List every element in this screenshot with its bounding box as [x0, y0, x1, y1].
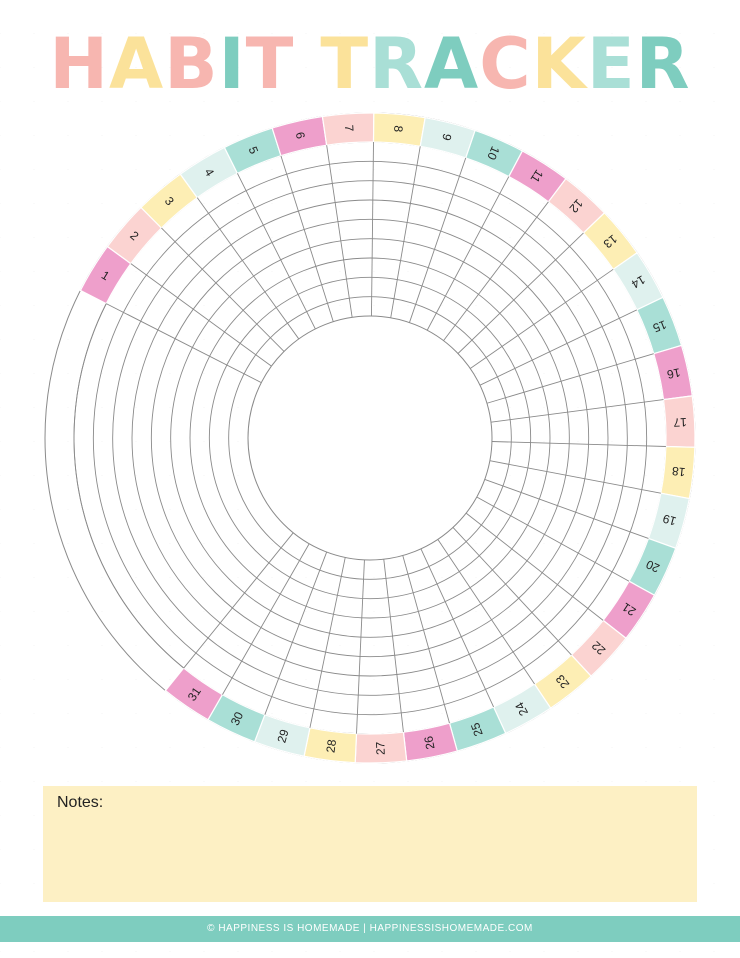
day-divider [222, 543, 310, 695]
title-letter: T [245, 23, 295, 105]
day-divider [437, 539, 535, 685]
inner-circle [247, 315, 493, 561]
day-divider [383, 559, 404, 733]
day-divider [370, 142, 374, 317]
habit-ring [208, 276, 532, 600]
day-divider [469, 268, 614, 369]
day-divider [409, 157, 467, 323]
day-divider [280, 155, 334, 322]
day-label: 30 [228, 709, 247, 727]
day-label: 29 [274, 727, 291, 744]
day-divider [491, 441, 666, 447]
day-divider [420, 548, 494, 708]
day-divider [264, 551, 328, 715]
day-divider [106, 303, 262, 384]
habit-ring [170, 238, 570, 638]
title-letter: H [49, 23, 110, 105]
habit-ring [150, 218, 590, 658]
day-divider [326, 145, 353, 318]
day-label: 5 [246, 145, 262, 157]
day-label: 27 [373, 741, 387, 755]
day-cell[interactable] [164, 667, 224, 721]
day-label: 16 [665, 365, 681, 382]
day-label: 19 [661, 511, 678, 528]
habit-ring [92, 160, 648, 716]
day-divider [486, 353, 654, 404]
day-divider [183, 532, 294, 669]
day-divider [489, 460, 661, 494]
title-letter: K [531, 23, 587, 105]
day-divider [484, 478, 649, 539]
day-label: 9 [439, 132, 454, 142]
footer-bar: © HAPPINESS IS HOMEMADE | HAPPINESSISHOM… [0, 916, 740, 942]
day-divider [402, 555, 450, 724]
day-label: 6 [293, 131, 308, 141]
day-divider [465, 512, 604, 621]
day-divider [161, 227, 285, 352]
page-title: HABIT TRACKER [0, 24, 740, 104]
title-letter: E [586, 23, 636, 105]
day-label: 10 [484, 144, 502, 162]
day-label: 14 [629, 272, 648, 291]
habit-ring [131, 199, 609, 677]
day-divider [452, 527, 572, 656]
day-label: 24 [512, 699, 531, 718]
title-letter: T [320, 23, 370, 105]
footer-credit: © HAPPINESS IS HOMEMADE | HAPPINESSISHOM… [207, 923, 533, 934]
title-letter: R [635, 23, 691, 105]
habit-ring [112, 180, 628, 696]
title-letter: A [109, 23, 165, 105]
day-divider [237, 173, 316, 330]
day-label: 25 [468, 721, 486, 739]
notes-box[interactable]: Notes: [43, 786, 697, 902]
title-letter: C [479, 23, 532, 105]
title-letter: R [369, 23, 425, 105]
day-divider [443, 201, 549, 341]
day-divider [196, 197, 300, 340]
notes-label: Notes: [57, 794, 104, 811]
day-label: 28 [324, 738, 340, 753]
habit-ring [228, 296, 512, 580]
day-divider [490, 399, 664, 423]
day-label: 15 [651, 317, 669, 335]
day-divider [476, 496, 630, 582]
title-letter: A [424, 23, 480, 105]
title-letter: B [164, 23, 219, 105]
title-letter: I [218, 23, 246, 105]
day-divider [457, 232, 584, 354]
day-divider [356, 559, 365, 734]
day-divider [130, 263, 272, 367]
day-label: 20 [644, 557, 662, 575]
day-label: 17 [673, 415, 687, 430]
day-label: 26 [421, 735, 437, 751]
day-label: 8 [391, 125, 406, 133]
day-label: 18 [671, 464, 686, 479]
day-divider [390, 146, 421, 318]
band-edge-arc [73, 303, 185, 669]
habit-ring [189, 257, 551, 619]
day-divider [479, 309, 638, 386]
day-divider [426, 176, 510, 331]
day-label: 7 [342, 124, 356, 132]
day-divider [309, 557, 346, 728]
